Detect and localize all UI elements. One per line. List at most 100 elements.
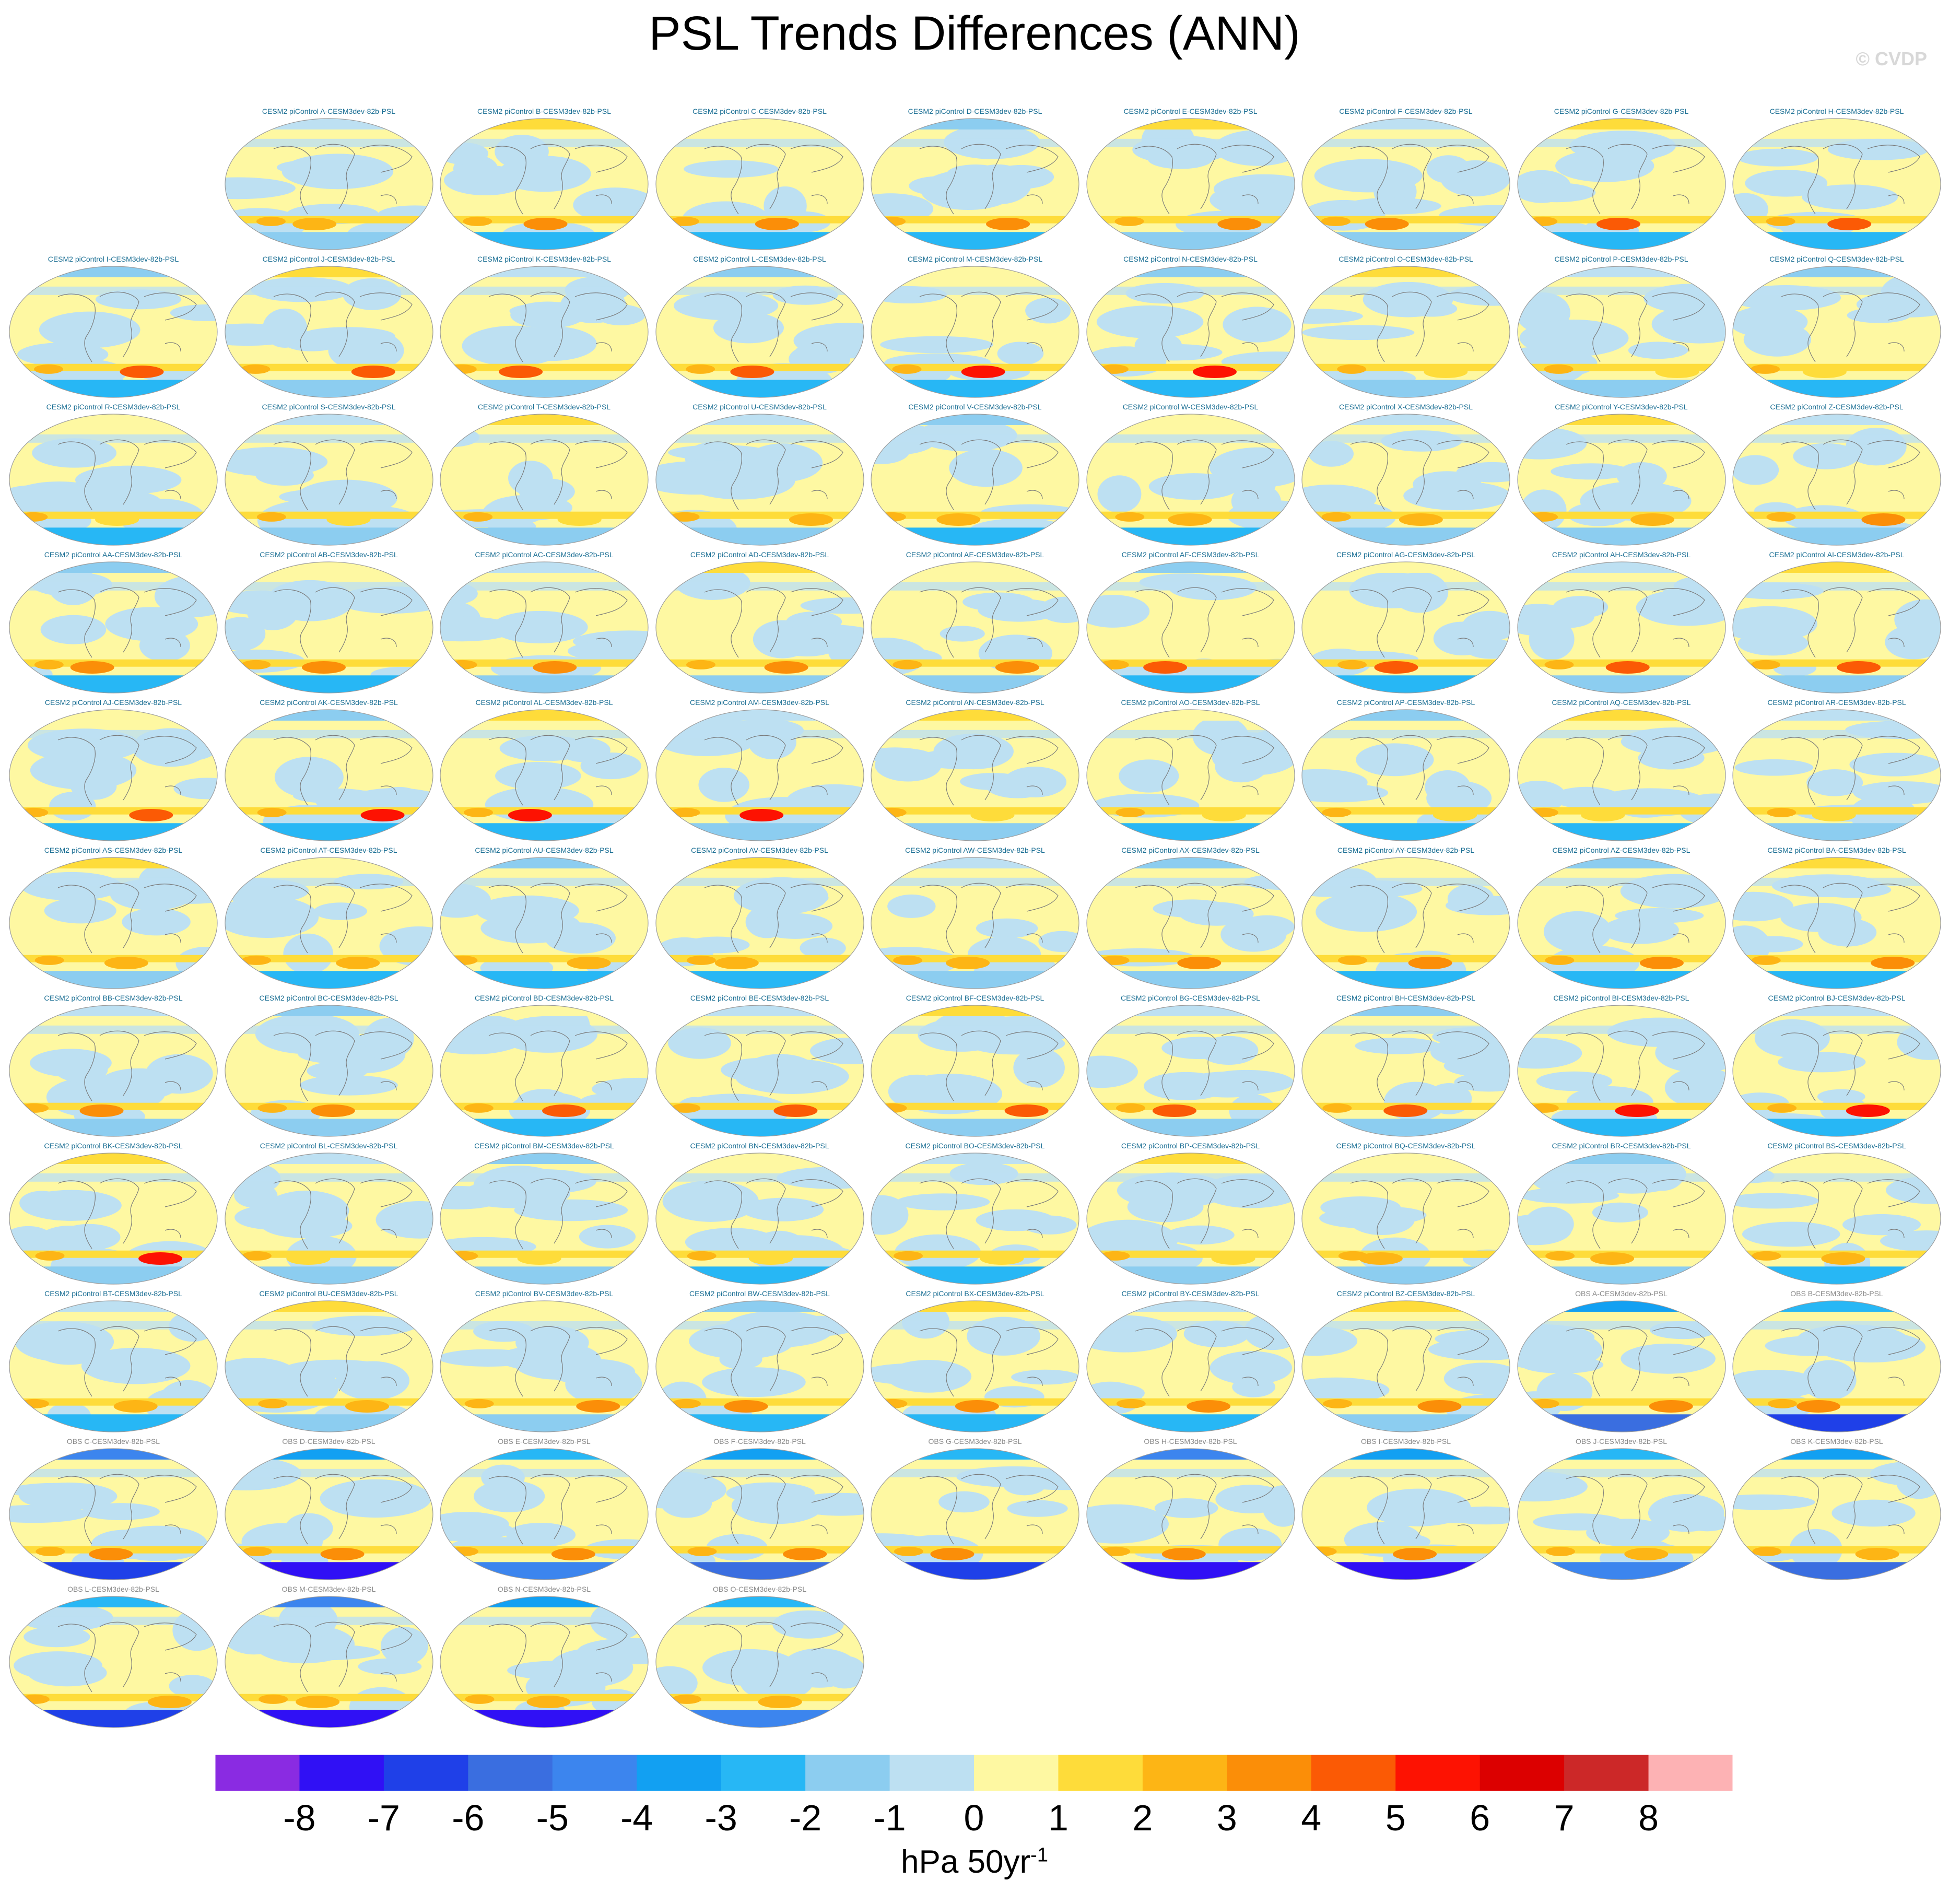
globe-map [224,1448,433,1580]
colorbar-units-text: hPa 50yr [901,1844,1031,1880]
map-panel: CESM2 piControl AI-CESM3dev-82b-PSL [1730,550,1944,699]
colorbar-segment [383,1755,468,1791]
colorbar-tick-label: 5 [1386,1797,1406,1838]
globe-map [1301,857,1510,989]
globe-map [1517,1448,1726,1580]
panel-label: CESM2 piControl AZ-CESM3dev-82b-PSL [1552,846,1690,854]
panel-label: CESM2 piControl AJ-CESM3dev-82b-PSL [44,698,182,707]
globe-map [1517,1005,1726,1137]
map-panel: CESM2 piControl BF-CESM3dev-82b-PSL [868,994,1082,1143]
panel-label: CESM2 piControl AD-CESM3dev-82b-PSL [690,550,829,559]
colorbar-units: hPa 50yr-1 [0,1843,1949,1881]
map-panel: OBS A-CESM3dev-82b-PSL [1514,1289,1729,1438]
panel-label: CESM2 piControl AT-CESM3dev-82b-PSL [260,846,397,854]
colorbar-segment [805,1755,890,1791]
globe-map [1086,857,1295,989]
map-panel: CESM2 piControl AG-CESM3dev-82b-PSL [1299,550,1513,699]
globe-map [224,709,433,841]
panel-label: CESM2 piControl AM-CESM3dev-82b-PSL [690,698,829,707]
globe-map [1086,1448,1295,1580]
globe-map [1301,1300,1510,1432]
panel-label: OBS L-CESM3dev-82b-PSL [67,1585,159,1593]
globe-map [1517,414,1726,546]
panel-label: CESM2 piControl AF-CESM3dev-82b-PSL [1121,550,1260,559]
globe-map [1301,709,1510,841]
map-panel: CESM2 piControl BH-CESM3dev-82b-PSL [1299,994,1513,1143]
map-panel: CESM2 piControl BL-CESM3dev-82b-PSL [222,1142,436,1290]
panel-label: CESM2 piControl AR-CESM3dev-82b-PSL [1767,698,1906,707]
map-panel: CESM2 piControl AP-CESM3dev-82b-PSL [1299,698,1513,847]
colorbar-tick-label: -1 [873,1797,906,1838]
globe-map [1732,118,1941,250]
map-panel: OBS E-CESM3dev-82b-PSL [437,1437,651,1586]
panel-label: OBS B-CESM3dev-82b-PSL [1790,1289,1883,1298]
map-panel: CESM2 piControl R-CESM3dev-82b-PSL [6,403,220,551]
panel-label: CESM2 piControl AQ-CESM3dev-82b-PSL [1552,698,1691,707]
globe-map [1732,266,1941,398]
globe-map [871,561,1079,694]
globe-map [1301,266,1510,398]
map-panel: CESM2 piControl AM-CESM3dev-82b-PSL [653,698,867,847]
colorbar-segment [637,1755,722,1791]
map-panel: CESM2 piControl BZ-CESM3dev-82b-PSL [1299,1289,1513,1438]
map-panel: CESM2 piControl AV-CESM3dev-82b-PSL [653,846,867,995]
panel-label: CESM2 piControl AO-CESM3dev-82b-PSL [1121,698,1260,707]
map-panel: OBS L-CESM3dev-82b-PSL [6,1585,220,1734]
panel-label: CESM2 piControl E-CESM3dev-82b-PSL [1123,107,1258,115]
colorbar-tick-label: -4 [620,1797,653,1838]
map-panel: CESM2 piControl Y-CESM3dev-82b-PSL [1514,403,1729,551]
globe-map [9,1300,218,1432]
globe-map [440,1153,649,1285]
panel-label: OBS G-CESM3dev-82b-PSL [928,1437,1022,1445]
panel-label: CESM2 piControl R-CESM3dev-82b-PSL [46,403,181,411]
colorbar-segment [1311,1755,1396,1791]
globe-map [1086,1153,1295,1285]
map-panel: CESM2 piControl E-CESM3dev-82b-PSL [1084,107,1298,256]
map-panel: CESM2 piControl BM-CESM3dev-82b-PSL [437,1142,651,1290]
panel-label: CESM2 piControl Z-CESM3dev-82b-PSL [1770,403,1904,411]
colorbar-segment [552,1755,637,1791]
panel-label: CESM2 piControl A-CESM3dev-82b-PSL [262,107,396,115]
panel-label: CESM2 piControl BJ-CESM3dev-82b-PSL [1768,994,1906,1002]
globe-map [1732,1300,1941,1432]
panel-label: CESM2 piControl L-CESM3dev-82b-PSL [693,255,826,263]
globe-map [1517,857,1726,989]
map-panel: CESM2 piControl AE-CESM3dev-82b-PSL [868,550,1082,699]
panel-label: CESM2 piControl AL-CESM3dev-82b-PSL [475,698,613,707]
panel-label: CESM2 piControl T-CESM3dev-82b-PSL [477,403,611,411]
panel-label: CESM2 piControl BX-CESM3dev-82b-PSL [906,1289,1044,1298]
panel-label: CESM2 piControl Q-CESM3dev-82b-PSL [1769,255,1904,263]
map-panel: CESM2 piControl B-CESM3dev-82b-PSL [437,107,651,256]
map-panel: OBS B-CESM3dev-82b-PSL [1730,1289,1944,1438]
map-panel: CESM2 piControl AX-CESM3dev-82b-PSL [1084,846,1298,995]
panel-label: OBS D-CESM3dev-82b-PSL [282,1437,375,1445]
panel-label: CESM2 piControl P-CESM3dev-82b-PSL [1554,255,1688,263]
map-panel: CESM2 piControl BV-CESM3dev-82b-PSL [437,1289,651,1438]
map-panel: CESM2 piControl D-CESM3dev-82b-PSL [868,107,1082,256]
panel-label: OBS J-CESM3dev-82b-PSL [1575,1437,1668,1445]
panel-label: CESM2 piControl U-CESM3dev-82b-PSL [692,403,827,411]
globe-map [1086,118,1295,250]
map-panel: CESM2 piControl BT-CESM3dev-82b-PSL [6,1289,220,1438]
map-panel: CESM2 piControl T-CESM3dev-82b-PSL [437,403,651,551]
globe-map [1732,1153,1941,1285]
colorbar-tick-label: -6 [452,1797,484,1838]
colorbar-tick-label: 6 [1470,1797,1490,1838]
map-panel: CESM2 piControl BY-CESM3dev-82b-PSL [1084,1289,1298,1438]
map-panel: OBS D-CESM3dev-82b-PSL [222,1437,436,1586]
globe-map [871,118,1079,250]
panel-label: CESM2 piControl AA-CESM3dev-82b-PSL [44,550,183,559]
colorbar-segment [1564,1755,1649,1791]
map-panel: OBS N-CESM3dev-82b-PSL [437,1585,651,1734]
map-panel: CESM2 piControl U-CESM3dev-82b-PSL [653,403,867,551]
map-panel: CESM2 piControl G-CESM3dev-82b-PSL [1514,107,1729,256]
map-panel: CESM2 piControl BS-CESM3dev-82b-PSL [1730,1142,1944,1290]
colorbar-segment [889,1755,974,1791]
map-panel: CESM2 piControl AC-CESM3dev-82b-PSL [437,550,651,699]
globe-map [655,709,864,841]
globe-map [1732,561,1941,694]
panel-label: CESM2 piControl V-CESM3dev-82b-PSL [908,403,1042,411]
globe-map [224,1005,433,1137]
map-panel: CESM2 piControl AS-CESM3dev-82b-PSL [6,846,220,995]
colorbar-tick-label: -8 [283,1797,315,1838]
